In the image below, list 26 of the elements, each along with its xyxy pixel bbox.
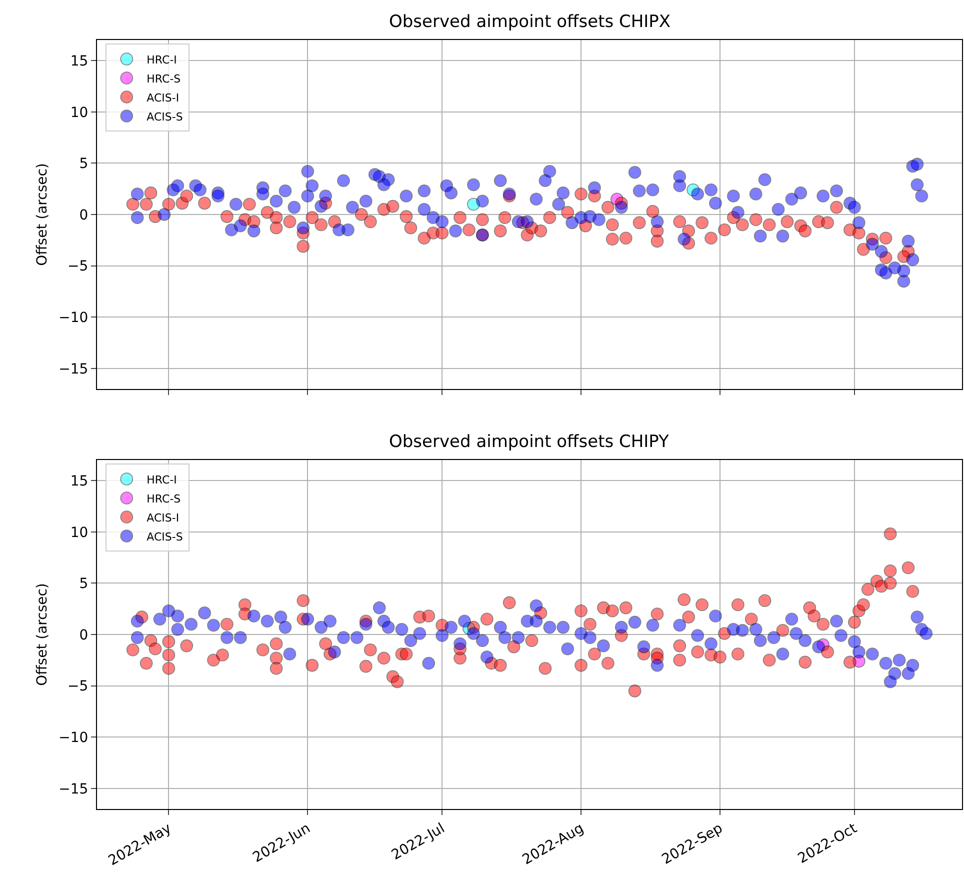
legend-label: HRC-S <box>146 492 181 506</box>
legend-label: HRC-I <box>146 473 177 486</box>
y-tick-label: −15 <box>58 361 88 378</box>
y-tick-label: −5 <box>68 678 88 695</box>
y-tick-label: 10 <box>70 524 88 541</box>
legend-label: HRC-I <box>146 53 177 66</box>
y-tick-label: 5 <box>79 576 88 592</box>
y-tick-label: 5 <box>79 156 88 172</box>
legend-label: ACIS-S <box>146 110 183 124</box>
y-tick-label: 15 <box>70 473 88 490</box>
chart-title: Observed aimpoint offsets CHIPX <box>389 12 671 32</box>
y-tick-label: 0 <box>79 627 88 644</box>
y-tick-label: −15 <box>58 781 88 798</box>
legend-label: ACIS-I <box>146 511 180 524</box>
y-axis-title: Offset (arcsec) <box>34 163 50 266</box>
y-tick-label: 10 <box>70 104 88 121</box>
legend-label: ACIS-I <box>146 91 180 104</box>
legend-label: HRC-S <box>146 72 181 86</box>
y-tick-label: −10 <box>58 310 88 326</box>
y-tick-label: −10 <box>58 730 88 746</box>
legend-label: ACIS-S <box>146 530 183 544</box>
y-tick-label: 0 <box>79 207 88 224</box>
y-tick-label: 15 <box>70 53 88 70</box>
y-tick-label: −5 <box>68 258 88 275</box>
chart-title: Observed aimpoint offsets CHIPY <box>389 432 670 452</box>
y-axis-title: Offset (arcsec) <box>34 583 50 686</box>
